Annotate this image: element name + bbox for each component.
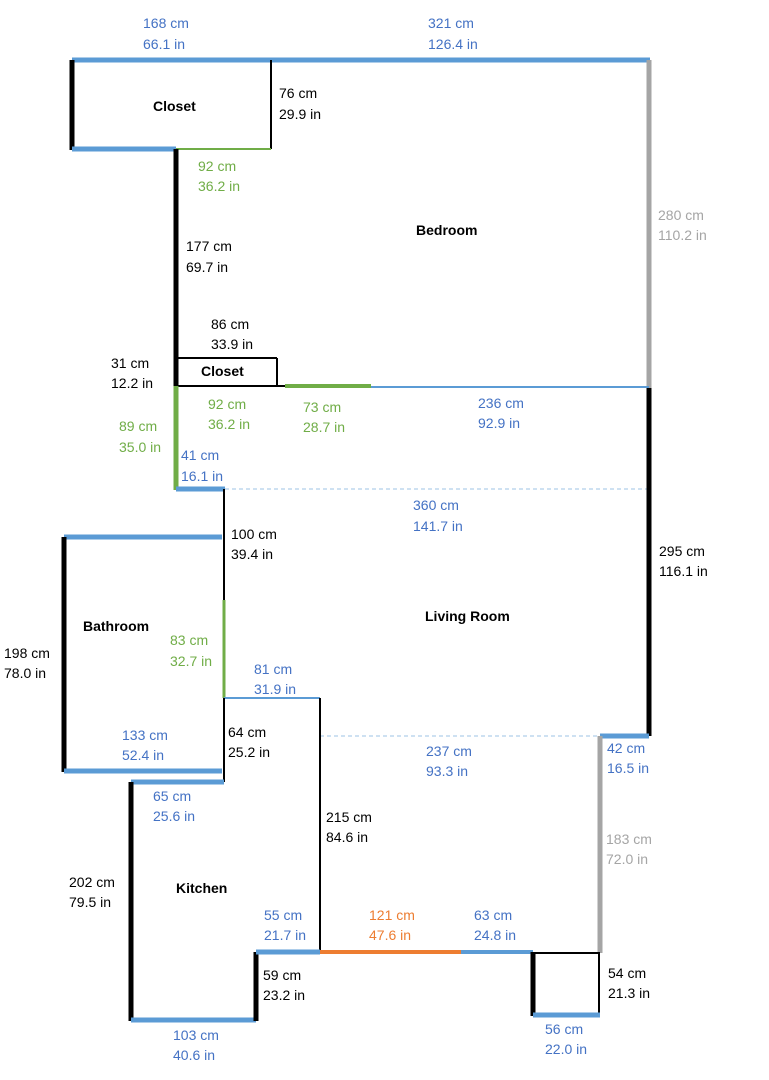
- dim-label: 52.4 in: [122, 747, 164, 763]
- dim-label: 295 cm: [659, 543, 705, 559]
- dim-label: 92.9 in: [478, 415, 520, 431]
- dim-label: 83 cm: [170, 632, 208, 648]
- room-kitchen: Kitchen: [176, 880, 227, 896]
- dim-label: 63 cm: [474, 907, 512, 923]
- dim-label: 168 cm: [143, 15, 189, 31]
- room-living: Living Room: [425, 608, 510, 624]
- dim-label: 35.0 in: [119, 439, 161, 455]
- dim-label: 16.1 in: [181, 468, 223, 484]
- dim-label: 116.1 in: [659, 563, 708, 579]
- dim-label: 103 cm: [173, 1027, 219, 1043]
- dim-label: 23.2 in: [263, 987, 305, 1003]
- dim-label: 41 cm: [181, 447, 219, 463]
- dim-label: 100 cm: [231, 526, 277, 542]
- dim-label: 21.3 in: [608, 985, 650, 1001]
- dim-label: 42 cm: [607, 740, 645, 756]
- dim-label: 198 cm: [4, 645, 50, 661]
- dim-label: 31.9 in: [254, 681, 296, 697]
- room-bathroom: Bathroom: [83, 618, 149, 634]
- dim-label: 36.2 in: [208, 416, 250, 432]
- dim-label: 89 cm: [119, 418, 157, 434]
- dim-label: 86 cm: [211, 316, 249, 332]
- dim-label: 21.7 in: [264, 927, 306, 943]
- dim-label: 215 cm: [326, 809, 372, 825]
- dim-label: 25.2 in: [228, 744, 270, 760]
- dim-label: 16.5 in: [607, 760, 649, 776]
- dim-label: 126.4 in: [428, 36, 478, 52]
- dim-label: 59 cm: [263, 967, 301, 983]
- dim-label: 141.7 in: [413, 518, 463, 534]
- dim-label: 360 cm: [413, 497, 459, 513]
- dim-label: 321 cm: [428, 15, 474, 31]
- dim-label: 78.0 in: [4, 665, 46, 681]
- dim-label: 177 cm: [186, 238, 232, 254]
- dim-label: 84.6 in: [326, 829, 368, 845]
- dim-label: 31 cm: [111, 355, 149, 371]
- room-bedroom: Bedroom: [416, 222, 477, 238]
- dim-label: 28.7 in: [303, 419, 345, 435]
- dim-label: 79.5 in: [69, 894, 111, 910]
- dim-label: 12.2 in: [111, 375, 153, 391]
- dim-label: 66.1 in: [143, 36, 185, 52]
- dim-label: 40.6 in: [173, 1047, 215, 1063]
- dim-label: 72.0 in: [606, 851, 648, 867]
- dim-label: 64 cm: [228, 724, 266, 740]
- dim-label: 76 cm: [279, 85, 317, 101]
- dim-label: 24.8 in: [474, 927, 516, 943]
- dim-label: 133 cm: [122, 727, 168, 743]
- dim-label: 29.9 in: [279, 106, 321, 122]
- dim-label: 121 cm: [369, 907, 415, 923]
- dim-label: 56 cm: [545, 1021, 583, 1037]
- dim-label: 183 cm: [606, 831, 652, 847]
- dim-label: 54 cm: [608, 965, 646, 981]
- dim-label: 69.7 in: [186, 259, 228, 275]
- dim-label: 32.7 in: [170, 653, 212, 669]
- dim-label: 33.9 in: [211, 336, 253, 352]
- dim-label: 25.6 in: [153, 808, 195, 824]
- dim-label: 65 cm: [153, 788, 191, 804]
- dim-label: 81 cm: [254, 661, 292, 677]
- dim-label: 280 cm: [658, 207, 704, 223]
- dim-label: 22.0 in: [545, 1041, 587, 1057]
- dim-label: 93.3 in: [426, 763, 468, 779]
- dim-label: 39.4 in: [231, 546, 273, 562]
- dim-label: 36.2 in: [198, 178, 240, 194]
- dim-label: 237 cm: [426, 743, 472, 759]
- dim-label: 236 cm: [478, 395, 524, 411]
- dim-label: 202 cm: [69, 874, 115, 890]
- dim-label: 110.2 in: [658, 227, 707, 243]
- dim-label: 73 cm: [303, 399, 341, 415]
- room-closet-small: Closet: [201, 363, 244, 379]
- room-closet-top: Closet: [153, 98, 196, 114]
- dim-label: 92 cm: [208, 396, 246, 412]
- dim-label: 92 cm: [198, 158, 236, 174]
- walls: [61, 57, 652, 1023]
- dim-label: 47.6 in: [369, 927, 411, 943]
- dim-label: 55 cm: [264, 907, 302, 923]
- dimension-labels: 168 cm 66.1 in 321 cm 126.4 in 76 cm 29.…: [4, 15, 708, 1063]
